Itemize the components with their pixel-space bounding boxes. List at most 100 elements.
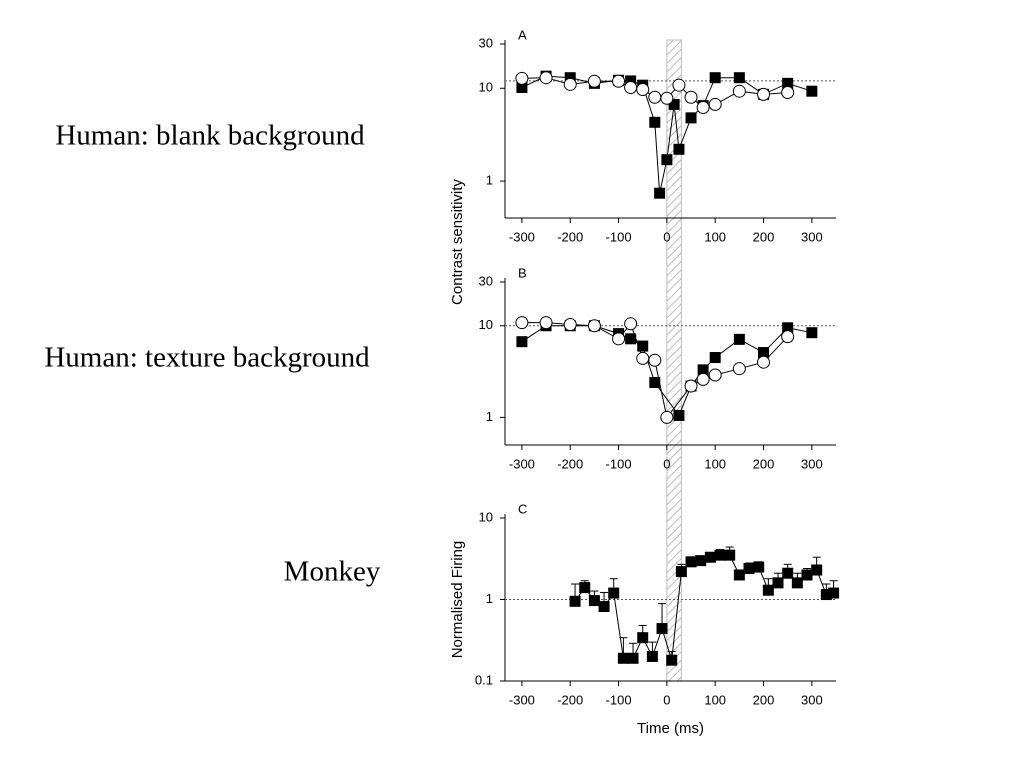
data-point bbox=[708, 97, 722, 111]
data-point bbox=[672, 78, 686, 92]
series-line bbox=[521, 322, 789, 419]
data-point bbox=[791, 577, 803, 589]
y-tick-label: 1 bbox=[486, 173, 493, 188]
data-point bbox=[637, 340, 649, 352]
data-point bbox=[648, 90, 662, 104]
data-point bbox=[762, 584, 774, 596]
data-point bbox=[648, 353, 662, 367]
data-point bbox=[539, 316, 553, 330]
panel-label: B bbox=[518, 265, 527, 280]
data-point bbox=[660, 410, 674, 424]
data-point bbox=[563, 318, 577, 332]
panel-label: A bbox=[518, 27, 527, 42]
data-point bbox=[569, 595, 581, 607]
x-tick-label: -300 bbox=[509, 692, 535, 707]
x-tick-label: -100 bbox=[606, 229, 632, 244]
data-point bbox=[782, 322, 794, 334]
data-point bbox=[704, 551, 716, 563]
data-point bbox=[782, 77, 794, 89]
data-point bbox=[828, 587, 840, 599]
data-point bbox=[656, 623, 668, 635]
data-point bbox=[636, 83, 650, 97]
y-tick-label: 30 bbox=[479, 35, 493, 50]
data-point bbox=[516, 336, 528, 348]
data-point bbox=[733, 72, 745, 84]
x-tick-label: -200 bbox=[557, 229, 583, 244]
data-point bbox=[806, 327, 818, 339]
x-tick-label: -300 bbox=[509, 229, 535, 244]
data-point bbox=[685, 112, 697, 124]
data-point bbox=[708, 368, 722, 382]
data-point bbox=[649, 116, 661, 128]
data-point bbox=[625, 333, 637, 345]
data-point bbox=[515, 71, 529, 85]
data-point bbox=[515, 316, 529, 330]
x-tick-label: 300 bbox=[801, 229, 823, 244]
series-line bbox=[521, 325, 812, 417]
x-tick-label: 300 bbox=[801, 692, 823, 707]
data-point bbox=[757, 87, 771, 101]
data-point bbox=[579, 582, 591, 594]
data-point bbox=[714, 549, 726, 561]
x-tick-label: -100 bbox=[606, 456, 632, 471]
data-point bbox=[649, 377, 661, 389]
data-point bbox=[673, 409, 685, 421]
y-tick-label: 30 bbox=[479, 273, 493, 288]
y-tick-label: 0.1 bbox=[475, 672, 493, 687]
data-point bbox=[781, 86, 795, 100]
y-tick-label: 1 bbox=[486, 409, 493, 424]
x-tick-label: 200 bbox=[753, 229, 775, 244]
x-tick-label: -200 bbox=[557, 692, 583, 707]
data-point bbox=[782, 567, 794, 579]
data-point bbox=[563, 77, 577, 91]
data-point bbox=[612, 332, 626, 346]
x-tick-label: -200 bbox=[557, 456, 583, 471]
x-tick-label: 200 bbox=[753, 456, 775, 471]
y-tick-label: 10 bbox=[479, 317, 493, 332]
x-tick-label: 200 bbox=[753, 692, 775, 707]
x-axis-label: Time (ms) bbox=[637, 720, 704, 737]
data-point bbox=[673, 143, 685, 155]
data-point bbox=[661, 154, 673, 166]
x-tick-label: 0 bbox=[663, 456, 670, 471]
data-point bbox=[646, 650, 658, 662]
data-point bbox=[733, 569, 745, 581]
data-point bbox=[743, 563, 755, 575]
data-point bbox=[685, 556, 697, 568]
data-point bbox=[753, 561, 765, 573]
data-point bbox=[624, 80, 638, 94]
data-point bbox=[637, 632, 649, 644]
data-point bbox=[587, 74, 601, 88]
data-point bbox=[684, 379, 698, 393]
data-point bbox=[757, 355, 771, 369]
data-point bbox=[684, 90, 698, 104]
y-tick-label: 1 bbox=[486, 591, 493, 606]
data-point bbox=[820, 589, 832, 601]
x-tick-label: 100 bbox=[704, 692, 726, 707]
data-point bbox=[696, 372, 710, 386]
x-tick-label: -100 bbox=[606, 692, 632, 707]
series-line bbox=[574, 554, 834, 661]
data-point bbox=[516, 81, 528, 93]
data-point bbox=[539, 71, 553, 85]
data-point bbox=[781, 330, 795, 344]
y-axis-label: Contrast sensitivity bbox=[449, 179, 466, 305]
data-point bbox=[666, 654, 678, 666]
data-point bbox=[806, 85, 818, 97]
data-point bbox=[732, 362, 746, 376]
x-tick-label: -300 bbox=[509, 456, 535, 471]
slide-label: Human: texture background bbox=[44, 342, 370, 374]
y-tick-label: 10 bbox=[479, 80, 493, 95]
y-tick-label: 10 bbox=[479, 509, 493, 524]
data-point bbox=[564, 72, 576, 84]
data-point bbox=[772, 577, 784, 589]
data-point bbox=[624, 317, 638, 331]
data-point bbox=[654, 187, 666, 199]
data-point bbox=[801, 569, 813, 581]
data-point bbox=[733, 333, 745, 345]
x-tick-label: 0 bbox=[663, 229, 670, 244]
data-point bbox=[612, 74, 626, 88]
data-point bbox=[696, 101, 710, 115]
data-point bbox=[598, 601, 610, 613]
